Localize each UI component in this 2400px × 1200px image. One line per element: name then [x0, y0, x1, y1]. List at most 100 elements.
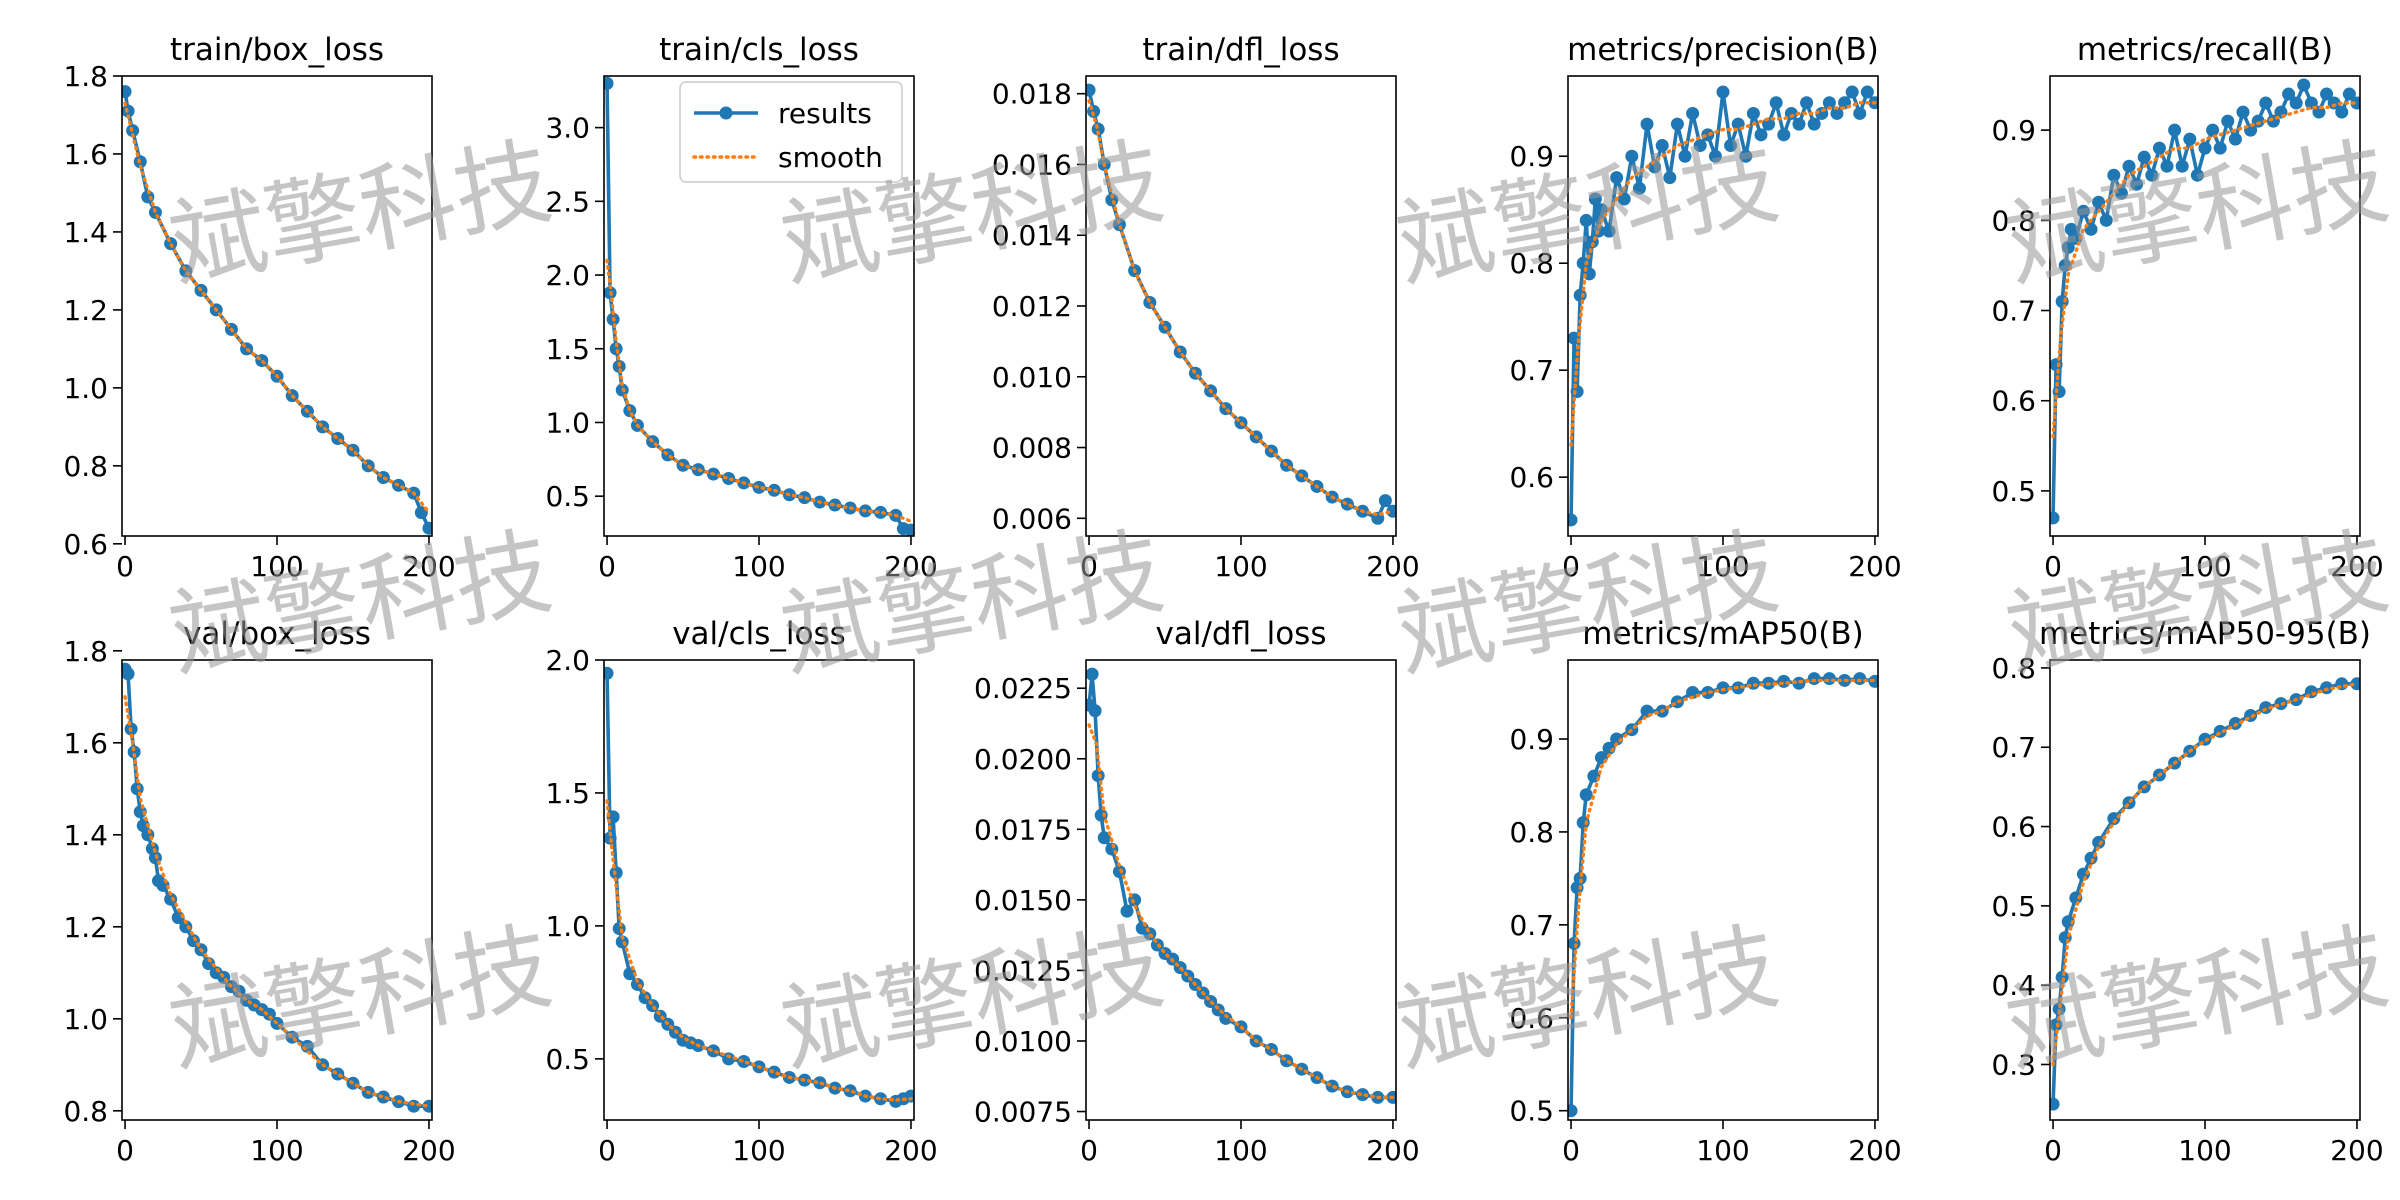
chart-title: val/box_loss: [183, 616, 371, 652]
results-point: [1576, 816, 1590, 830]
results-point: [2076, 204, 2090, 218]
axes-frame: [121, 659, 433, 1121]
x-tick-label: 0: [598, 1134, 616, 1167]
y-tick-label: 0.8: [1991, 652, 2036, 685]
chart-title: train/dfl_loss: [1142, 32, 1339, 68]
results-point: [2061, 240, 2075, 254]
y-tick-label: 1.8: [63, 60, 108, 93]
results-point: [179, 920, 193, 934]
y-tick-label: 0.7: [1991, 731, 2036, 764]
results-point: [874, 505, 888, 519]
results-point: [2335, 105, 2349, 119]
y-tick-label: 0.8: [63, 450, 108, 483]
results-point: [2050, 1097, 2060, 1111]
legend: results smooth: [679, 81, 903, 183]
results-point: [1860, 85, 1874, 99]
x-tick-label: 100: [250, 550, 303, 583]
smooth-series-line: [1569, 678, 1877, 1020]
y-tick-label: 0.7: [1509, 909, 1554, 942]
results-point: [1853, 106, 1867, 120]
results-point: [1378, 494, 1392, 508]
x-tick-label: 0: [2044, 550, 2062, 583]
y-tick-label: 0.012: [992, 290, 1072, 323]
results-point: [1573, 871, 1587, 885]
results-point: [1716, 681, 1730, 695]
results-point: [1678, 149, 1692, 163]
results-point: [1610, 732, 1624, 746]
results-point: [1716, 85, 1730, 99]
results-point: [1822, 672, 1836, 686]
x-tick-label: 100: [1214, 550, 1267, 583]
axes-frame: [2049, 659, 2361, 1121]
chart-title: val/dfl_loss: [1156, 616, 1327, 652]
plot-area: [1086, 667, 1396, 1104]
results-point: [1693, 139, 1707, 153]
results-point: [1754, 128, 1768, 142]
y-tick-label: 0.5: [1509, 1095, 1554, 1128]
plot-area: [604, 666, 914, 1108]
results-point: [904, 523, 914, 536]
y-tick-label: 1.0: [63, 372, 108, 405]
x-tick-label: 200: [2330, 550, 2383, 583]
results-point: [2297, 78, 2311, 92]
results-point: [2259, 96, 2273, 110]
results-point: [2052, 1002, 2066, 1016]
y-tick-label: 0.010: [992, 361, 1072, 394]
chart-title: metrics/mAP50-95(B): [2039, 616, 2371, 652]
results-point: [2107, 168, 2121, 182]
y-tick-label: 1.0: [545, 910, 590, 943]
results-point: [2221, 114, 2235, 128]
results-point: [604, 831, 617, 845]
smooth-series-line: [123, 695, 431, 1108]
results-point: [1777, 128, 1791, 142]
results-point: [2114, 186, 2128, 200]
results-point: [122, 667, 135, 681]
results-point: [1746, 106, 1760, 120]
y-tick-label: 2.0: [545, 644, 590, 677]
results-point: [2145, 168, 2159, 182]
smooth-series-line: [605, 258, 913, 523]
x-tick-label: 200: [884, 550, 937, 583]
results-point: [1356, 1088, 1370, 1102]
chart-metrics-recall-b: metrics/recall(B) 0 100 200 0.5 0.6 0.7 0.8 0.9: [1991, 32, 2383, 583]
results-point: [661, 448, 675, 462]
results-point: [1830, 106, 1844, 120]
y-tick-label: 1.2: [63, 911, 108, 944]
results-point: [127, 745, 141, 759]
results-point: [2122, 159, 2136, 173]
y-tick-label: 1.8: [63, 635, 108, 668]
results-point: [164, 892, 178, 906]
y-tick-label: 0.5: [1991, 890, 2036, 923]
results-point: [1280, 1054, 1294, 1068]
x-tick-label: 100: [2178, 550, 2231, 583]
smooth-series-line: [1569, 101, 1877, 447]
results-point: [1807, 117, 1821, 131]
chart-train-box-loss: train/box_loss 0 100 200 0.6 0.8 1.0 1.2 1.4 1.6 1…: [63, 32, 455, 583]
results-point: [2122, 796, 2136, 810]
results-point: [1610, 171, 1624, 185]
y-tick-label: 0.6: [1991, 811, 2036, 844]
x-tick-label: 200: [1848, 550, 1901, 583]
smooth-series-line: [605, 799, 913, 1102]
results-point: [1588, 192, 1602, 206]
y-tick-label: 0.9: [1991, 114, 2036, 147]
y-tick-label: 0.5: [545, 480, 590, 513]
axes-frame: [2049, 75, 2361, 537]
y-tick-label: 0.014: [992, 219, 1072, 252]
results-series-line: [1087, 89, 1395, 521]
y-tick-label: 0.3: [1991, 1048, 2036, 1081]
results-point: [2206, 123, 2220, 137]
y-tick-label: 0.7: [1509, 354, 1554, 387]
results-point: [1701, 128, 1715, 142]
results-point: [904, 1089, 914, 1103]
results-point: [1086, 667, 1099, 681]
chart-title: val/cls_loss: [672, 616, 846, 652]
chart-title: metrics/precision(B): [1567, 32, 1879, 68]
x-tick-label: 0: [2044, 1134, 2062, 1167]
y-tick-label: 2.0: [545, 259, 590, 292]
results-point: [1625, 149, 1639, 163]
results-point: [331, 432, 345, 446]
results-point: [2160, 159, 2174, 173]
results-point: [1800, 96, 1814, 110]
results-point: [2289, 96, 2303, 110]
